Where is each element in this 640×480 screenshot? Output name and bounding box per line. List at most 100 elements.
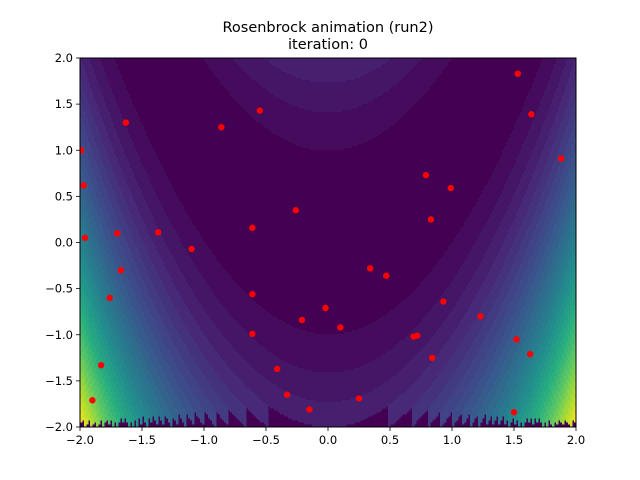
contour-band [212, 292, 215, 323]
contour-band [184, 278, 187, 305]
x-tick-label: 2.0 [567, 433, 585, 447]
contour-band [96, 278, 99, 291]
contour-band [96, 126, 99, 147]
contour-band [130, 192, 133, 215]
contour-band [466, 312, 469, 333]
contour-band [204, 396, 207, 413]
contour-band [480, 346, 483, 363]
contour-band [80, 390, 83, 399]
contour-band [518, 404, 521, 415]
contour-band [244, 72, 247, 111]
contour-band [542, 284, 545, 299]
contour-band [572, 404, 575, 413]
contour-band [574, 102, 576, 121]
contour-band [268, 62, 271, 93]
contour-band [238, 354, 241, 379]
contour-band [470, 58, 473, 213]
contour-band [92, 242, 95, 257]
contour-band [110, 250, 113, 265]
contour-band [280, 388, 283, 415]
contour-band [282, 360, 285, 391]
contour-band [502, 150, 505, 191]
contour-band [376, 320, 379, 359]
contour-band [522, 372, 525, 385]
contour-band [124, 200, 127, 221]
contour-band [172, 324, 175, 343]
contour-band [84, 410, 87, 419]
contour-band [80, 152, 83, 167]
contour-band [404, 392, 407, 415]
contour-band [570, 258, 573, 269]
contour-band [278, 136, 281, 321]
contour-band [244, 292, 247, 331]
contour-band [114, 350, 117, 361]
contour-band [520, 410, 523, 423]
contour-band [338, 82, 341, 113]
data-point [97, 361, 105, 369]
contour-band [128, 264, 131, 281]
contour-band [86, 346, 89, 355]
contour-band [540, 302, 543, 317]
contour-band [80, 328, 83, 337]
contour-band [116, 344, 119, 355]
contour-band [476, 240, 479, 271]
contour-band [284, 102, 287, 141]
contour-band [496, 390, 499, 405]
contour-band [316, 150, 319, 335]
contour-band [312, 150, 315, 333]
contour-band [348, 332, 351, 371]
contour-band [570, 394, 573, 403]
contour-band [444, 58, 447, 69]
contour-band [116, 236, 119, 253]
contour-band [116, 58, 119, 65]
contour-band [102, 370, 105, 381]
contour-band [554, 386, 557, 395]
contour-band [528, 206, 531, 227]
contour-band [310, 110, 313, 151]
contour-band [574, 208, 576, 223]
contour-band [420, 396, 423, 417]
contour-band [384, 92, 387, 131]
contour-band [336, 150, 339, 335]
contour-band [110, 382, 113, 393]
contour-band [556, 308, 559, 321]
contour-band [372, 322, 375, 361]
contour-band [452, 392, 455, 411]
contour-band [436, 78, 439, 265]
contour-band [404, 366, 407, 393]
contour-band [84, 384, 87, 393]
contour-band [192, 262, 195, 293]
contour-band [568, 364, 571, 375]
contour-band [516, 408, 519, 421]
contour-band [84, 358, 87, 367]
contour-band [90, 328, 93, 339]
contour-band [408, 296, 411, 335]
contour-band [88, 370, 91, 379]
contour-band [100, 176, 103, 193]
contour-band [320, 112, 323, 151]
contour-band [118, 372, 121, 383]
contour-band [208, 400, 211, 419]
contour-band [522, 384, 525, 395]
contour-band [538, 408, 541, 419]
contour-band [104, 300, 107, 313]
contour-band [310, 370, 313, 401]
contour-band [118, 360, 121, 373]
contour-band [228, 274, 231, 315]
contour-band [260, 306, 263, 347]
contour-band [102, 380, 105, 391]
contour-band [162, 284, 165, 305]
contour-band [564, 384, 567, 395]
contour-band [92, 408, 95, 417]
contour-band [494, 168, 497, 207]
contour-band [124, 286, 127, 301]
contour-band [138, 346, 141, 361]
contour-band [542, 298, 545, 311]
contour-band [258, 306, 261, 345]
contour-band [268, 380, 271, 407]
contour-band [136, 248, 139, 267]
contour-band [484, 300, 487, 321]
contour-band [390, 378, 393, 405]
contour-band [538, 220, 541, 237]
contour-band [88, 190, 91, 205]
